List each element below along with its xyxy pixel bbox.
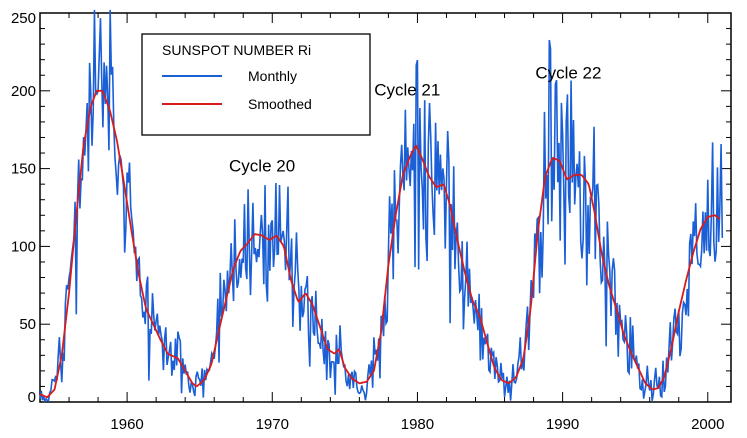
y-tick-label: 50 [19, 316, 36, 333]
x-tick-label: 1960 [110, 416, 143, 433]
legend-box [141, 33, 371, 136]
cycle-label: Cycle 20 [229, 157, 295, 176]
y-tick-label: 100 [11, 238, 36, 255]
smoothed-series-line [39, 89, 721, 399]
x-tick-label: 1990 [546, 416, 579, 433]
x-tick-label: 2000 [691, 416, 724, 433]
x-tick-label: 1980 [401, 416, 434, 433]
cycle-label: Cycle 22 [535, 63, 601, 82]
legend: SUNSPOT NUMBER Ri Monthly Smoothed [141, 33, 371, 136]
legend-title: SUNSPOT NUMBER Ri [162, 42, 311, 58]
x-tick-label: 1970 [256, 416, 289, 433]
plot-frame [39, 12, 732, 403]
legend-label-smoothed: Smoothed [248, 96, 312, 112]
y-tick-label: 250 [11, 10, 36, 27]
axis-ticks: 1960 1970 1980 1990 2000 0 50 100 150 200 250 [11, 10, 731, 433]
cycle-label: Cycle 21 [374, 80, 440, 99]
series-layer [39, 9, 724, 404]
annotations: Cycle 20 Cycle 21 Cycle 22 [229, 63, 601, 175]
monthly-series-line [39, 9, 724, 404]
legend-label-monthly: Monthly [248, 68, 297, 84]
y-tick-label: 0 [28, 389, 36, 406]
y-tick-label: 200 [11, 83, 36, 100]
y-tick-label: 150 [11, 161, 36, 178]
